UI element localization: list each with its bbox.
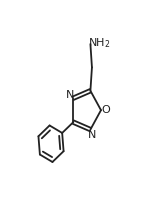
Text: NH$_2$: NH$_2$ [88,36,110,50]
Text: N: N [88,130,96,140]
Text: O: O [101,105,110,115]
Text: N: N [66,90,74,100]
